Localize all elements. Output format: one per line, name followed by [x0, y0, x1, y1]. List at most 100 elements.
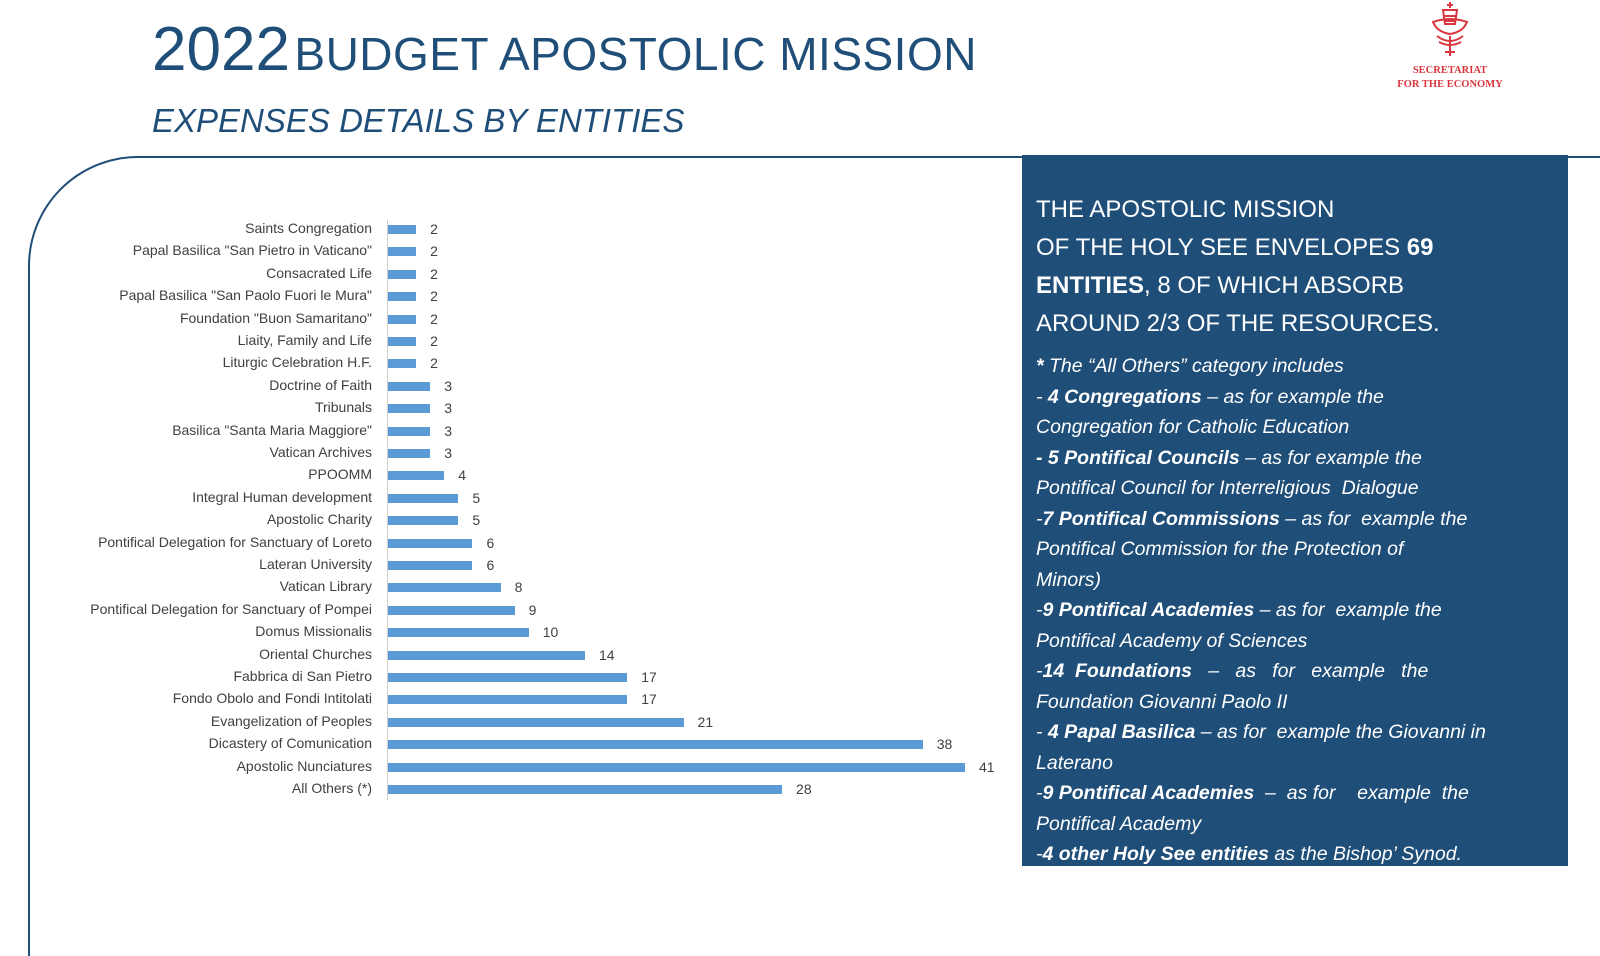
- panel-note-line: -14 Foundations – as for example the: [1036, 660, 1429, 682]
- data-label: 21: [697, 713, 714, 730]
- data-label: 3: [444, 422, 453, 439]
- papal-emblem-icon: [1431, 2, 1469, 56]
- category-label: Doctrine of Faith: [269, 376, 372, 393]
- category-label: Vatican Library: [279, 578, 372, 595]
- bar: [388, 740, 923, 750]
- panel-note-line: Pontifical Commission for the Protection…: [1036, 538, 1404, 560]
- panel-note-line: Pontifical Council for Interreligious Di…: [1036, 477, 1419, 499]
- data-label: 2: [430, 243, 438, 260]
- panel-heading: THE APOSTOLIC MISSION OF THE HOLY SEE ENV…: [1036, 191, 1440, 343]
- data-label: 17: [641, 669, 657, 685]
- bar: [388, 493, 459, 503]
- logo-text-line2: FOR THE ECONOMY: [1397, 79, 1503, 90]
- panel-heading-line: AROUND 2/3 OF THE RESOURCES.: [1036, 310, 1440, 337]
- category-label: Fabbrica di San Pietro: [233, 668, 372, 684]
- panel-note-line: Congregation for Catholic Education: [1036, 416, 1350, 438]
- expenses-bar-chart: Saints Congregation 2 Papal Basilica "San …: [90, 220, 995, 800]
- category-label: Consacrated Life: [266, 264, 372, 281]
- title-year: 2022: [152, 15, 290, 84]
- bar: [388, 404, 431, 414]
- panel-note-line: Pontifical Academy of Sciences: [1036, 629, 1308, 652]
- category-label: Apostolic Nunciatures: [236, 757, 372, 774]
- category-label: Domus Missionalis: [255, 623, 372, 640]
- y-axis-line: [387, 220, 388, 800]
- data-label: 28: [796, 781, 812, 797]
- category-label: Dicastery of Comunication: [208, 735, 372, 752]
- panel-note-line: Laterano: [1036, 751, 1113, 774]
- bar: [388, 449, 431, 458]
- panel-note-line: Pontifical Academy: [1036, 812, 1202, 835]
- bar: [388, 561, 473, 570]
- panel-heading-line: ENTITIES, 8 OF WHICH ABSORB: [1036, 272, 1405, 299]
- data-label: 2: [430, 333, 438, 349]
- logo-text-line1: SECRETARIAT: [1412, 65, 1488, 76]
- panel-note-line: - 4 Papal Basilica – as for example the …: [1036, 721, 1486, 743]
- data-label: 17: [641, 691, 657, 708]
- category-label: Liaity, Family and Life: [237, 332, 372, 348]
- category-label: Basilica "Santa Maria Maggiore": [172, 421, 372, 438]
- bar: [388, 269, 417, 279]
- panel-note-line: -4 other Holy See entities as the Bishop…: [1036, 843, 1462, 865]
- bar: [388, 673, 628, 682]
- info-panel: THE APOSTOLIC MISSION OF THE HOLY SEE ENV…: [1022, 155, 1568, 866]
- category-label: Fondo Obolo and Fondi Intitolati: [172, 690, 372, 707]
- bar: [388, 785, 783, 794]
- category-label: PPOOMM: [308, 466, 372, 483]
- panel-heading-line: OF THE HOLY SEE ENVELOPES 69: [1036, 234, 1434, 261]
- panel-notes: * The “All Others” category includes - 4 …: [1036, 351, 1486, 870]
- bar: [388, 695, 628, 705]
- category-label: Liturgic Celebration H.F.: [222, 354, 372, 371]
- category-label: Pontifical Delegation for Sanctuary of P…: [90, 600, 372, 617]
- panel-note-line: -9 Pontifical Academies – as for example…: [1036, 599, 1442, 621]
- panel-note-line: * The “All Others” category includes: [1036, 355, 1344, 377]
- bar: [388, 426, 431, 436]
- data-label: 38: [936, 736, 953, 753]
- title-text: BUDGET APOSTOLIC MISSION: [294, 28, 977, 80]
- data-label: 5: [472, 489, 481, 506]
- panel-note-line: Foundation Giovanni Paolo II: [1036, 690, 1288, 713]
- category-label: Saints Congregation: [245, 220, 372, 236]
- page-title: 2022 BUDGET APOSTOLIC MISSION: [152, 14, 977, 85]
- bar: [388, 314, 417, 324]
- data-label: 2: [430, 310, 438, 327]
- data-label: 2: [430, 288, 438, 305]
- category-label: Evangelization of Peoples: [210, 712, 372, 729]
- panel-note-line: -9 Pontifical Academies – as for example…: [1036, 782, 1469, 804]
- category-label: Foundation "Buon Samaritano": [179, 309, 372, 326]
- panel-note-line: -7 Pontifical Commissions – as for examp…: [1036, 507, 1468, 530]
- panel-note-line: Minors): [1036, 568, 1102, 591]
- data-label: 41: [979, 758, 995, 775]
- data-label: 14: [599, 646, 615, 663]
- bar: [388, 516, 459, 526]
- data-label: 2: [430, 221, 438, 237]
- bar: [388, 292, 417, 302]
- category-label: Papal Basilica "San Paolo Fuori le Mura": [119, 287, 372, 304]
- bar: [388, 650, 586, 660]
- secretariat-logo: SECRETARIAT FOR THE ECONOMY: [1390, 0, 1510, 95]
- category-label: Apostolic Charity: [266, 511, 372, 528]
- content-frame: [28, 156, 1600, 956]
- data-label: 8: [514, 579, 523, 596]
- category-label: Oriental Churches: [259, 645, 372, 662]
- data-label: 6: [486, 534, 495, 551]
- bar: [388, 717, 684, 727]
- data-label: 3: [444, 377, 453, 394]
- data-label: 2: [430, 355, 438, 372]
- bar: [388, 337, 417, 346]
- category-label: All Others (*): [291, 780, 372, 796]
- bar: [388, 359, 417, 369]
- panel-note-line: - 5 Pontifical Councils – as for example…: [1036, 446, 1422, 469]
- panel-heading-line: THE APOSTOLIC MISSION: [1036, 196, 1335, 223]
- category-label: Integral Human development: [192, 488, 372, 505]
- bar: [388, 471, 445, 481]
- data-label: 9: [528, 601, 537, 618]
- bar: [388, 247, 417, 257]
- bar: [388, 605, 515, 615]
- data-label: 2: [430, 265, 438, 282]
- page-subtitle: EXPENSES DETAILS BY ENTITIES: [152, 102, 685, 139]
- category-label: Papal Basilica "San Pietro in Vaticano": [132, 242, 372, 259]
- data-label: 5: [472, 512, 481, 529]
- category-label: Lateran University: [259, 556, 372, 572]
- data-label: 6: [486, 557, 495, 573]
- bar: [388, 225, 417, 234]
